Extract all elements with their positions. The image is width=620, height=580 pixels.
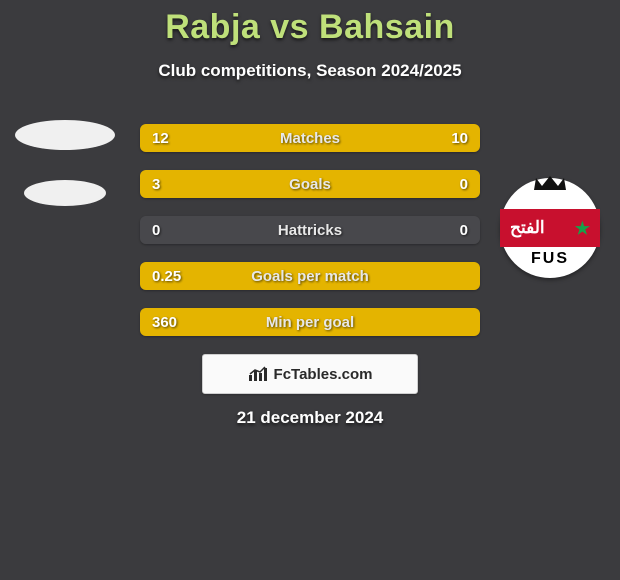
stat-label: Goals per match xyxy=(140,262,480,290)
stat-label: Min per goal xyxy=(140,308,480,336)
stat-right-value: 0 xyxy=(460,216,468,244)
crest-arabic-text: الفتح xyxy=(510,218,545,238)
stat-right-value: 10 xyxy=(451,124,468,152)
stat-bar: 3 Goals 0 xyxy=(140,170,480,198)
team-crest: الفتح ★ FUS xyxy=(500,178,600,278)
stat-label: Goals xyxy=(140,170,480,198)
stat-bar: 12 Matches 10 xyxy=(140,124,480,152)
left-placeholder-oval xyxy=(24,180,106,206)
crest-bottom-text: FUS xyxy=(531,250,569,268)
fctables-watermark: FcTables.com xyxy=(202,354,418,394)
stat-bar: 360 Min per goal xyxy=(140,308,480,336)
crest-star-icon: ★ xyxy=(575,220,590,237)
stat-bar: 0.25 Goals per match xyxy=(140,262,480,290)
crest-band: الفتح ★ xyxy=(500,209,600,247)
crown-icon xyxy=(532,174,568,192)
stat-label: Hattricks xyxy=(140,216,480,244)
stat-label: Matches xyxy=(140,124,480,152)
bar-chart-icon xyxy=(248,366,268,382)
left-placeholder-oval xyxy=(15,120,115,150)
stat-right-value: 0 xyxy=(460,170,468,198)
subtitle: Club competitions, Season 2024/2025 xyxy=(0,61,620,81)
stat-bars: 12 Matches 10 3 Goals 0 0 Hattricks 0 0.… xyxy=(140,124,480,336)
left-placeholder-group xyxy=(10,120,120,206)
date-text: 21 december 2024 xyxy=(0,408,620,428)
fctables-text: FcTables.com xyxy=(274,366,373,383)
stat-bar: 0 Hattricks 0 xyxy=(140,216,480,244)
page-title: Rabja vs Bahsain xyxy=(0,0,620,47)
